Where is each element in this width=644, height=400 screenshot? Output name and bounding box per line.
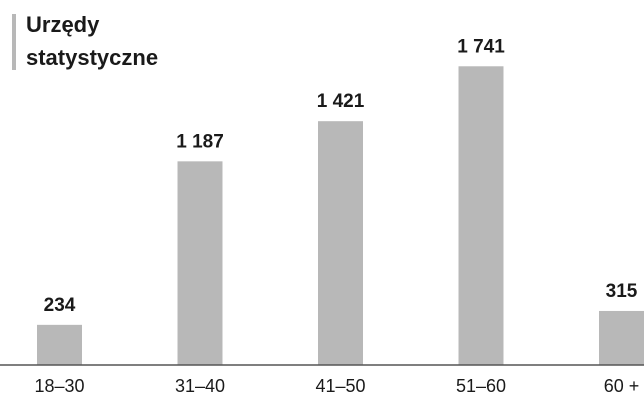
value-label-3: 1 741 <box>457 36 505 57</box>
tick-label-3: 51–60 <box>456 376 506 396</box>
chart-title-line-1: Urzędy <box>26 12 100 37</box>
chart-title-line-2: statystyczne <box>26 45 158 70</box>
value-label-4: 315 <box>606 281 638 302</box>
value-labels-group: 234 1 187 1 421 1 741 315 <box>44 36 638 316</box>
bar-0 <box>37 324 82 365</box>
title-accent-bar <box>12 14 16 70</box>
tick-label-0: 18–30 <box>34 376 84 396</box>
value-label-1: 1 187 <box>176 131 224 152</box>
tick-label-4: 60 + <box>604 376 640 396</box>
value-label-0: 234 <box>44 295 76 316</box>
value-label-2: 1 421 <box>317 91 365 112</box>
bar-3 <box>458 66 504 365</box>
bar-4 <box>599 310 644 365</box>
tick-labels-group: 18–30 31–40 41–50 51–60 60 + <box>34 376 639 396</box>
bars-group <box>37 66 644 366</box>
bar-2 <box>318 121 363 366</box>
tick-label-1: 31–40 <box>175 376 225 396</box>
bar-1 <box>177 161 223 365</box>
tick-label-2: 41–50 <box>315 376 365 396</box>
